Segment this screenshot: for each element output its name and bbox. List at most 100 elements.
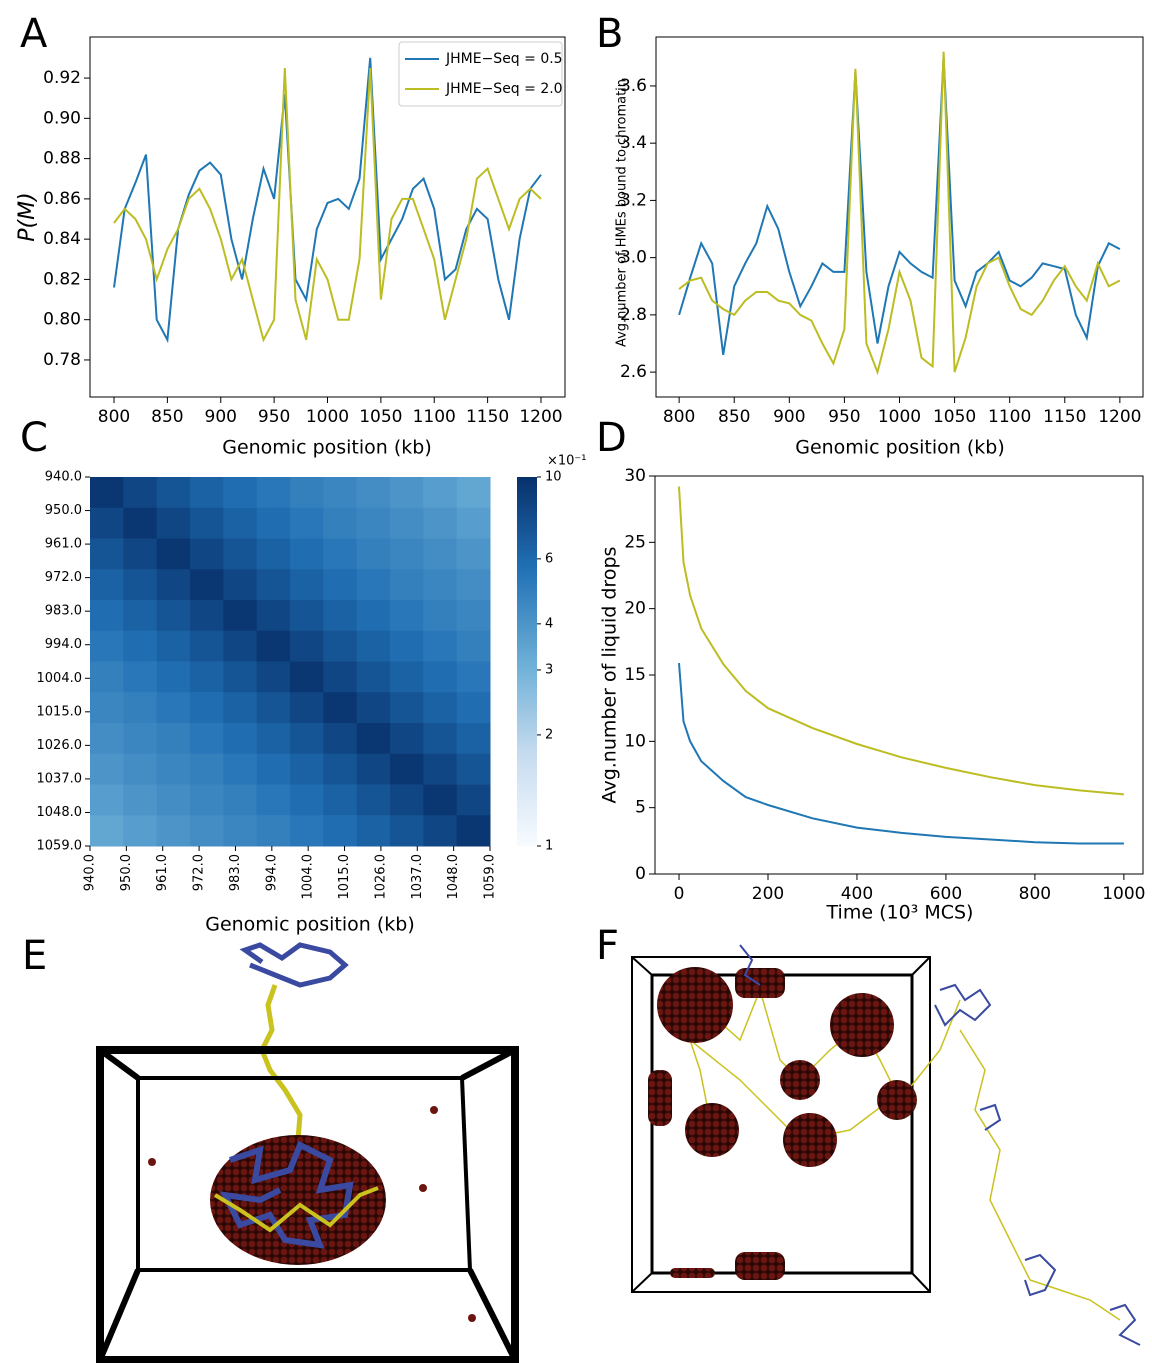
heatmap-cell bbox=[323, 507, 358, 539]
heatmap-cell bbox=[323, 784, 358, 816]
heatmap-cell bbox=[456, 753, 491, 785]
heatmap-cell bbox=[156, 477, 191, 509]
heatmap-cell bbox=[123, 723, 158, 755]
panel-label: F bbox=[596, 923, 619, 969]
x-axis-label: Time (10³ MCS) bbox=[826, 902, 974, 924]
y-tick-label: 3.6 bbox=[620, 76, 647, 96]
heatmap-cell bbox=[256, 692, 291, 724]
x-tick-label: 200 bbox=[752, 884, 784, 904]
heatmap-cell bbox=[456, 723, 491, 755]
y-tick-label: 0.80 bbox=[43, 310, 81, 330]
heatmap-cell bbox=[456, 692, 491, 724]
heatmap-cell bbox=[156, 661, 191, 693]
heatmap-cell bbox=[323, 600, 358, 632]
heatmap-cell bbox=[123, 538, 158, 570]
x-tick-label: 1026.0 bbox=[373, 854, 388, 900]
heatmap-cell bbox=[390, 723, 424, 755]
y-tick-label: 0 bbox=[635, 864, 646, 884]
simulation-render-e bbox=[96, 942, 519, 1363]
heatmap-cell bbox=[423, 630, 458, 662]
x-axis-label: Genomic position (kb) bbox=[222, 437, 432, 459]
colorbar-tick-label: 10 bbox=[545, 470, 562, 485]
x-tick-label: 1200 bbox=[519, 407, 562, 427]
panel-label: D bbox=[596, 415, 627, 461]
heatmap-cell bbox=[356, 507, 391, 539]
heatmap-cell bbox=[90, 569, 124, 601]
heatmap-cell bbox=[223, 507, 258, 539]
heatmap-cell bbox=[390, 507, 424, 539]
y-tick-label: 972.0 bbox=[45, 570, 82, 585]
heatmap-cell bbox=[290, 784, 324, 816]
y-tick-label: 0.82 bbox=[43, 269, 81, 289]
x-tick-label: 1050 bbox=[359, 407, 402, 427]
heatmap-cell bbox=[156, 569, 191, 601]
heatmap-cell bbox=[256, 630, 291, 662]
heatmap-cell bbox=[423, 600, 458, 632]
x-axis-label: Genomic position (kb) bbox=[795, 437, 1005, 459]
heatmap-cell bbox=[390, 569, 424, 601]
plot-frame bbox=[654, 475, 1144, 875]
x-tick-label: 1000 bbox=[1102, 884, 1145, 904]
heatmap-cell bbox=[323, 569, 358, 601]
heatmap-cell bbox=[156, 630, 191, 662]
heatmap-cell bbox=[156, 692, 191, 724]
heatmap-cell bbox=[190, 723, 224, 755]
x-tick-label: 1048.0 bbox=[446, 854, 461, 900]
heatmap-cell bbox=[223, 600, 258, 632]
heatmap-cell bbox=[123, 630, 158, 662]
heatmap-cell bbox=[290, 507, 324, 539]
x-tick-label: 1037.0 bbox=[410, 854, 425, 900]
heatmap-cell bbox=[256, 538, 291, 570]
x-tick-label: 1150 bbox=[466, 407, 509, 427]
x-tick-label: 800 bbox=[663, 407, 695, 427]
x-axis-label: Genomic position (kb) bbox=[205, 914, 415, 936]
heatmap-cell bbox=[390, 784, 424, 816]
heatmap-cell bbox=[190, 661, 224, 693]
x-tick-label: 850 bbox=[151, 407, 183, 427]
y-tick-label: 994.0 bbox=[45, 637, 82, 652]
heatmap-cell bbox=[156, 784, 191, 816]
heatmap-cell bbox=[390, 753, 424, 785]
heatmap-cell bbox=[223, 723, 258, 755]
heatmap-cell bbox=[90, 661, 124, 693]
x-tick-label: 1150 bbox=[1043, 407, 1086, 427]
heatmap-cell bbox=[90, 507, 124, 539]
heatmap-cell bbox=[356, 784, 391, 816]
heatmap-cell bbox=[290, 692, 324, 724]
heatmap-cell bbox=[423, 661, 458, 693]
colorbar-tick-label: 2 bbox=[545, 727, 553, 742]
y-tick-label: 0.88 bbox=[43, 149, 81, 169]
heatmap-cell bbox=[423, 753, 458, 785]
heatmap-cell bbox=[423, 569, 458, 601]
heatmap-cell bbox=[290, 630, 324, 662]
heatmap-cell bbox=[190, 538, 224, 570]
data-line bbox=[678, 486, 1124, 796]
y-tick-label: 0.78 bbox=[43, 350, 81, 370]
y-tick-label: 1059.0 bbox=[37, 839, 83, 854]
heatmap-cell bbox=[223, 784, 258, 816]
legend-box bbox=[398, 41, 563, 107]
x-tick-label: 800 bbox=[1019, 884, 1051, 904]
y-axis-label: Avg.number of HMEs bound to chromatin bbox=[615, 79, 630, 347]
heatmap-cell bbox=[123, 569, 158, 601]
heatmap-cell bbox=[423, 784, 458, 816]
heatmap-cell bbox=[323, 815, 358, 847]
heatmap-cell bbox=[123, 477, 158, 509]
heatmap-cell bbox=[456, 815, 491, 847]
heatmap-cell bbox=[90, 477, 124, 509]
heatmap-cell bbox=[390, 815, 424, 847]
x-tick-label: 961.0 bbox=[155, 854, 170, 891]
heatmap-cell bbox=[456, 661, 491, 693]
heatmap-cell bbox=[223, 661, 258, 693]
heatmap-cell bbox=[223, 815, 258, 847]
y-tick-label: 3.0 bbox=[620, 248, 647, 268]
y-tick-label: 1015.0 bbox=[37, 704, 83, 719]
x-tick-label: 983.0 bbox=[228, 854, 243, 891]
heatmap-cell bbox=[90, 753, 124, 785]
y-tick-label: 2.8 bbox=[620, 305, 647, 325]
x-tick-label: 400 bbox=[841, 884, 873, 904]
heatmap-cell bbox=[156, 507, 191, 539]
data-line bbox=[678, 663, 1124, 845]
y-tick-label: 1037.0 bbox=[37, 771, 83, 786]
